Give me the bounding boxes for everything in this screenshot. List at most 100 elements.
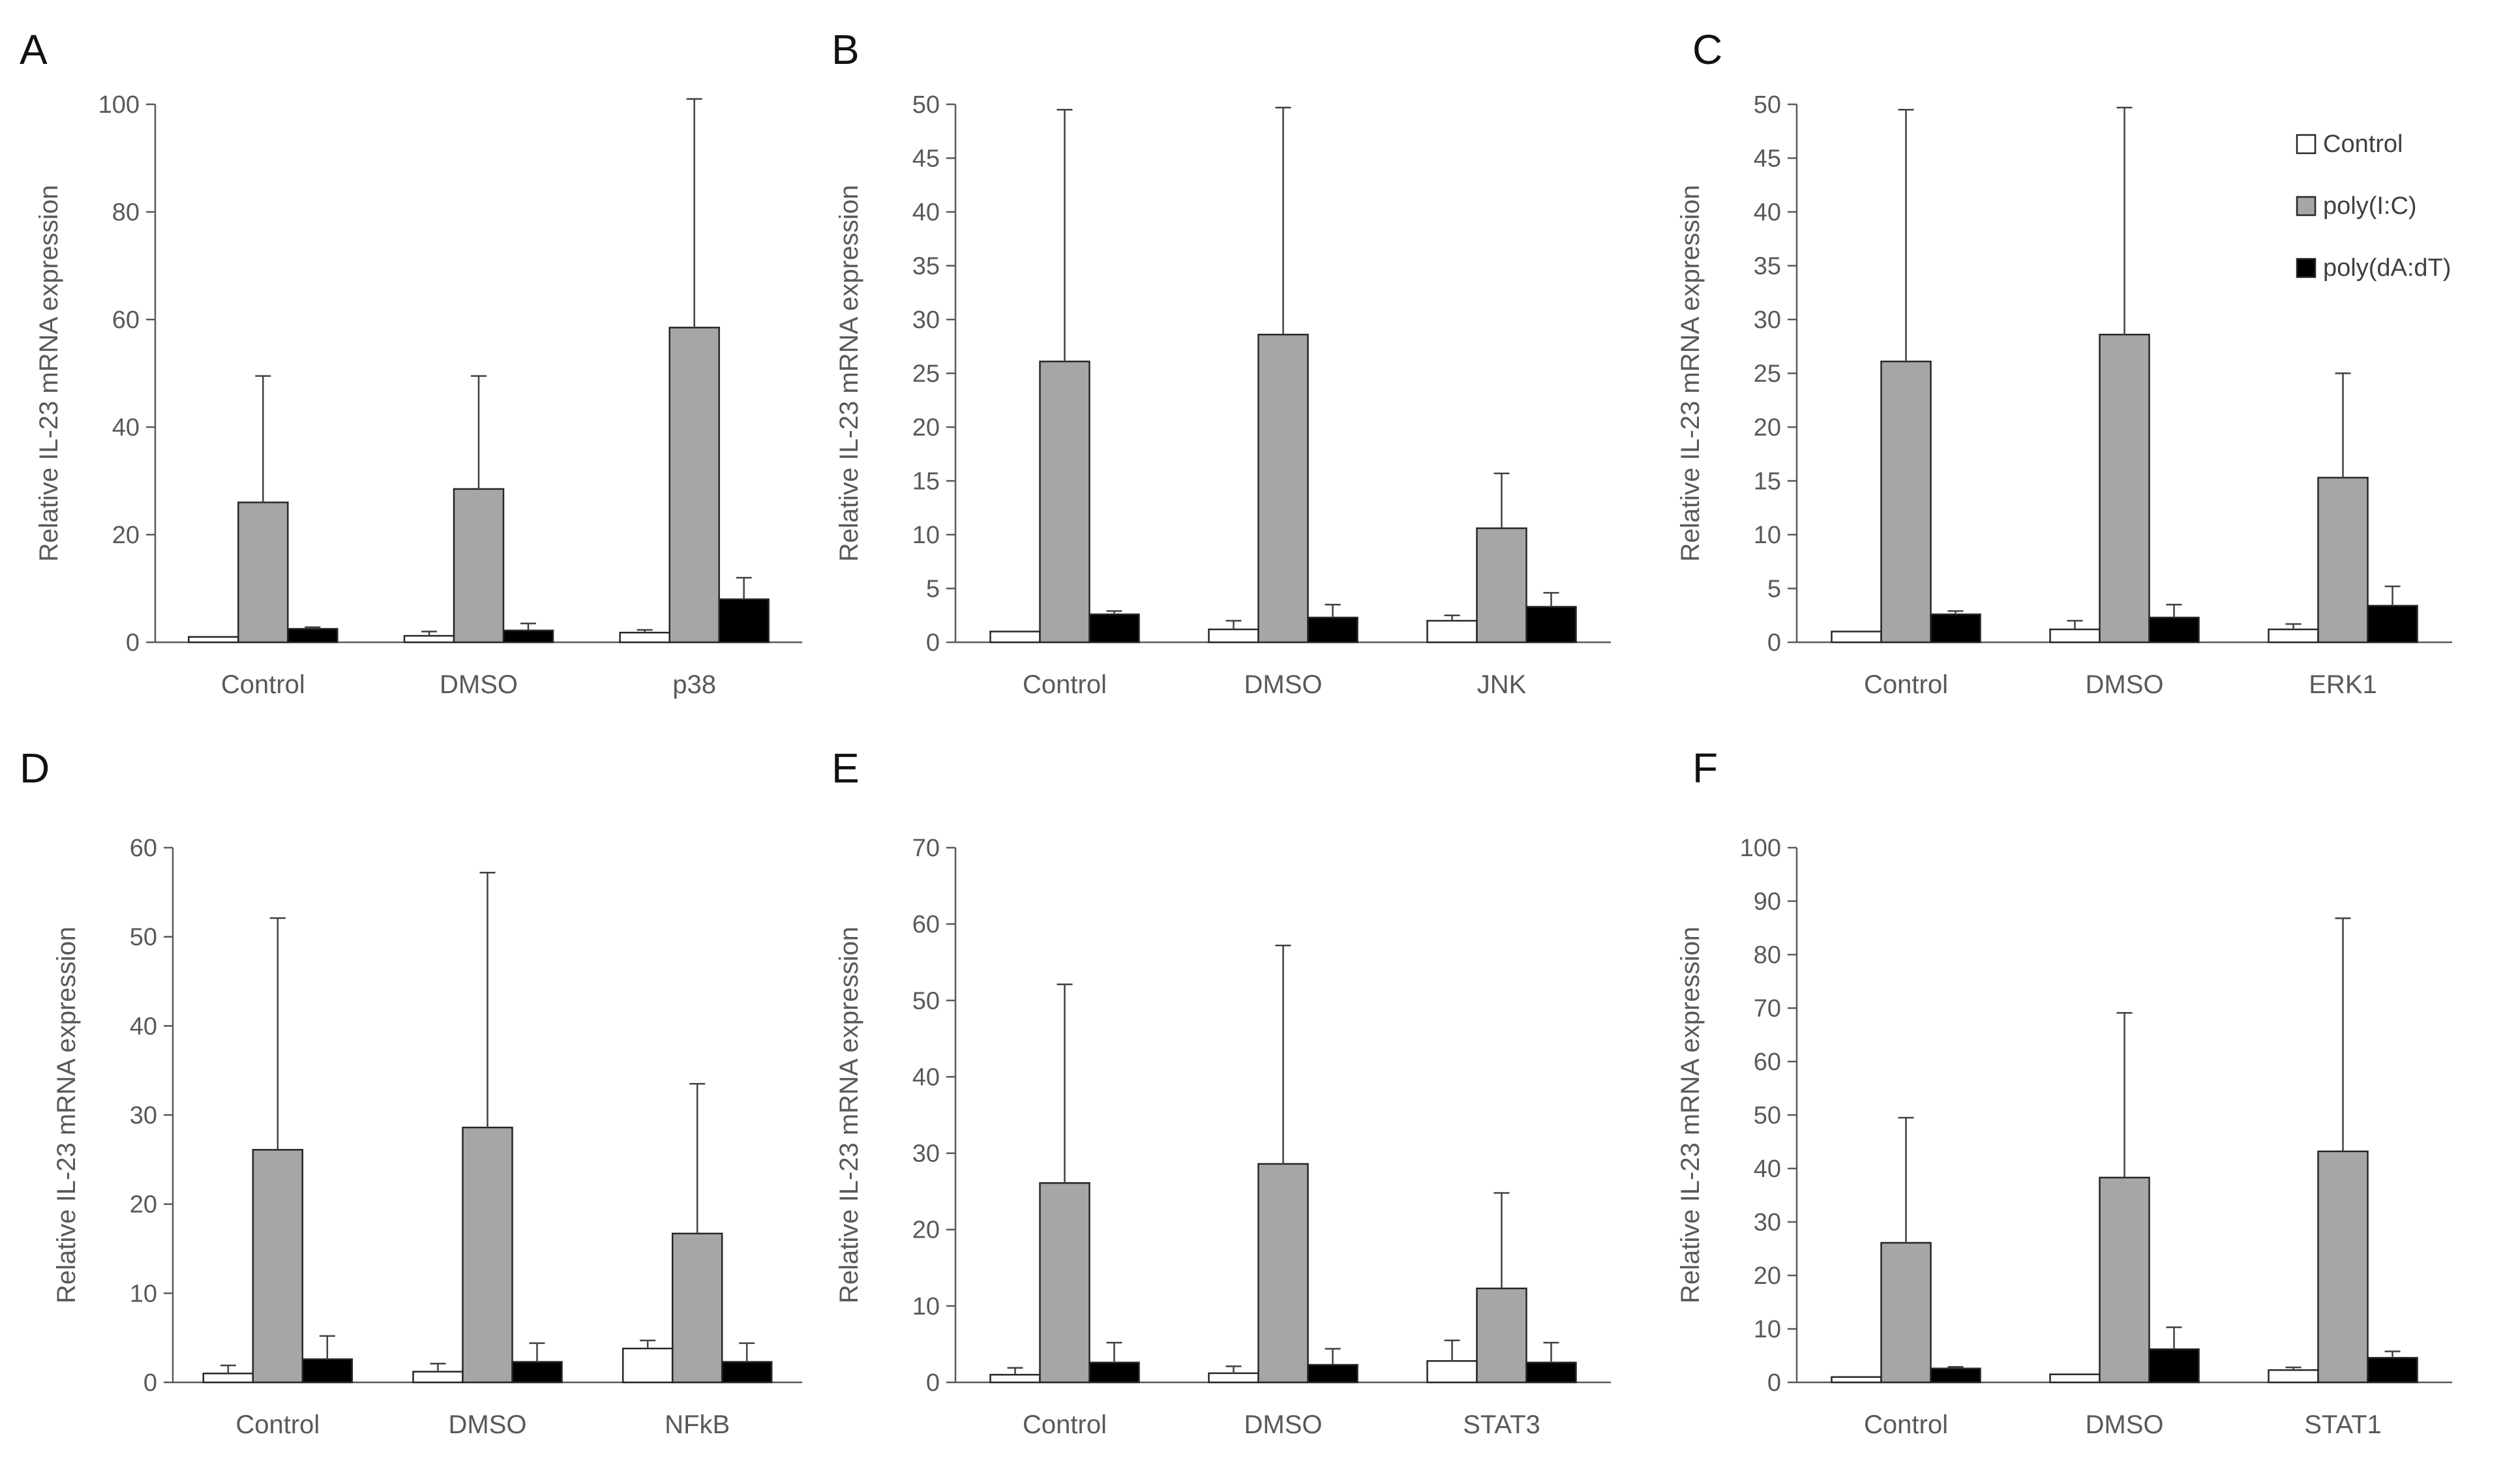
panel-letter-e: E (832, 745, 860, 792)
y-tick-label-e: 70 (912, 835, 940, 862)
y-tick-label-f: 60 (1754, 1049, 1781, 1076)
y-axis-label-c: Relative IL-23 mRNA expression (1676, 185, 1705, 561)
y-axis-label-a: Relative IL-23 mRNA expression (35, 185, 63, 561)
legend-swatch-polyic (2296, 196, 2317, 216)
y-tick-label-c: 50 (1754, 91, 1781, 119)
category-label-d-control: Control (235, 1410, 320, 1439)
bar-d-dmso-polydadt (511, 1361, 563, 1384)
bar-e-dmso-polydadt (1307, 1363, 1358, 1384)
bar-a-p38-control (619, 631, 670, 644)
panel-letter-c: C (1692, 26, 1722, 73)
y-tick-label-c: 0 (1767, 629, 1781, 657)
bar-a-p38-polyic (668, 327, 720, 644)
panel-letter-a: A (20, 26, 48, 73)
y-tick-label-b: 10 (912, 522, 940, 549)
y-tick-label-f: 80 (1754, 942, 1781, 969)
y-tick-label-c: 20 (1754, 414, 1781, 441)
y-tick-label-d: 20 (130, 1191, 157, 1219)
panel-e: E Relative IL-23 mRNA expression 0 10 20 30 40… (832, 745, 1611, 1439)
y-axis-label-e: Relative IL-23 mRNA expression (835, 927, 863, 1303)
category-label-d-dmso: DMSO (449, 1410, 527, 1439)
y-tick-label-b: 45 (912, 145, 940, 173)
bar-c-dmso-polydadt (2148, 616, 2200, 644)
legend-label-polydadt: poly(dA:dT) (2323, 254, 2451, 282)
bar-f-control-polyic (1880, 1242, 1932, 1384)
legend-swatch-control (2296, 134, 2317, 155)
y-tick-label-f: 90 (1754, 888, 1781, 915)
y-tick-label-b: 35 (912, 253, 940, 280)
legend-label-control: Control (2323, 130, 2403, 158)
bar-f-dmso-control (2049, 1373, 2101, 1384)
y-tick-label-c: 30 (1754, 306, 1781, 334)
bar-e-stat3-control (1426, 1360, 1478, 1384)
bar-e-control-polyic (1039, 1182, 1090, 1384)
bar-b-jnk-polydadt (1525, 606, 1577, 644)
category-label-c-control: Control (1864, 670, 1948, 699)
bar-c-control-polydadt (1930, 613, 1981, 644)
bar-c-erk1-control (2268, 628, 2319, 644)
y-tick-label-b: 15 (912, 468, 940, 496)
y-tick-label-b: 50 (912, 91, 940, 119)
category-label-c-dmso: DMSO (2086, 670, 2164, 699)
y-tick-label-f: 70 (1754, 995, 1781, 1022)
bar-b-control-polydadt (1088, 613, 1140, 644)
y-tick-label-b: 30 (912, 306, 940, 334)
bar-f-control-control (1831, 1376, 1882, 1384)
bar-d-control-polydadt (301, 1358, 353, 1384)
category-label-b-jnk: JNK (1477, 670, 1527, 699)
y-tick-label-f: 0 (1767, 1369, 1781, 1397)
category-label-f-dmso: DMSO (2086, 1410, 2164, 1439)
category-label-c-erk1: ERK1 (2309, 670, 2377, 699)
y-tick-label-e: 20 (912, 1217, 940, 1244)
y-tick-label-e: 0 (926, 1369, 940, 1397)
category-label-d-nfkb: NFkB (665, 1410, 730, 1439)
bar-b-dmso-polydadt (1307, 616, 1358, 644)
y-tick-label-c: 10 (1754, 522, 1781, 549)
panel-c: C Relative IL-23 mRNA expression 0 5 10 15 20 2… (1676, 26, 2452, 699)
category-label-a-dmso: DMSO (440, 670, 518, 699)
panel-letter-f: F (1692, 745, 1718, 792)
y-tick-label-a: 20 (112, 522, 140, 549)
y-tick-label-d: 0 (143, 1369, 157, 1397)
y-tick-label-a: 60 (112, 306, 140, 334)
category-label-f-stat1: STAT1 (2304, 1410, 2382, 1439)
y-tick-label-b: 0 (926, 629, 940, 657)
category-label-e-dmso: DMSO (1244, 1410, 1323, 1439)
bar-a-dmso-polyic (453, 488, 505, 644)
bar-e-stat3-polyic (1476, 1287, 1527, 1384)
bar-c-control-control (1831, 631, 1882, 644)
y-tick-label-c: 35 (1754, 253, 1781, 280)
category-label-b-control: Control (1023, 670, 1107, 699)
bar-c-dmso-polyic (2099, 333, 2150, 644)
y-tick-label-c: 15 (1754, 468, 1781, 496)
panel-a: A Relative IL-23 mRNA expression 0 20 40 60 80… (20, 26, 802, 699)
bar-b-jnk-control (1426, 619, 1478, 644)
bar-d-dmso-control (412, 1371, 464, 1384)
bar-a-p38-polydadt (718, 598, 770, 644)
y-tick-label-c: 5 (1767, 576, 1781, 603)
legend-label-polyic: poly(I:C) (2323, 192, 2417, 220)
y-axis-label-b: Relative IL-23 mRNA expression (835, 185, 863, 561)
bar-d-nfkb-polydadt (721, 1361, 773, 1384)
y-tick-label-a: 100 (98, 91, 140, 119)
y-tick-label-d: 10 (130, 1280, 157, 1307)
bar-f-stat1-polyic (2317, 1150, 2369, 1384)
bar-e-dmso-polyic (1257, 1163, 1309, 1384)
bar-b-jnk-polyic (1476, 527, 1527, 644)
bar-e-dmso-control (1208, 1372, 1259, 1384)
panel-f: F Relative IL-23 mRNA expression 0 10 20 30 40… (1676, 745, 2452, 1439)
bar-a-dmso-polydadt (502, 629, 554, 644)
y-axis-label-f: Relative IL-23 mRNA expression (1676, 927, 1705, 1303)
bar-c-control-polyic (1880, 361, 1932, 644)
y-tick-label-f: 50 (1754, 1102, 1781, 1129)
bar-a-dmso-control (403, 634, 455, 644)
bar-b-control-polyic (1039, 361, 1090, 644)
y-tick-label-b: 25 (912, 361, 940, 388)
bar-d-control-polyic (252, 1149, 304, 1384)
category-label-e-control: Control (1023, 1410, 1107, 1439)
y-tick-label-a: 40 (112, 414, 140, 441)
bar-b-dmso-polyic (1257, 333, 1309, 644)
bar-c-erk1-polyic (2317, 477, 2369, 644)
y-tick-label-d: 40 (130, 1013, 157, 1040)
